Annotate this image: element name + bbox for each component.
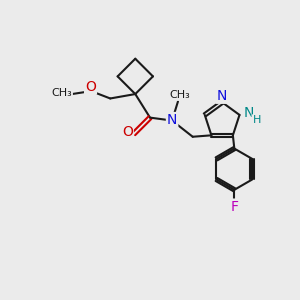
Text: O: O [85,80,96,94]
Text: H: H [252,115,261,125]
Text: F: F [230,200,238,214]
Text: CH₃: CH₃ [169,90,190,100]
Text: N: N [216,89,227,103]
Text: O: O [122,125,133,139]
Text: CH₃: CH₃ [51,88,72,98]
Text: N: N [244,106,254,120]
Text: N: N [167,113,177,127]
